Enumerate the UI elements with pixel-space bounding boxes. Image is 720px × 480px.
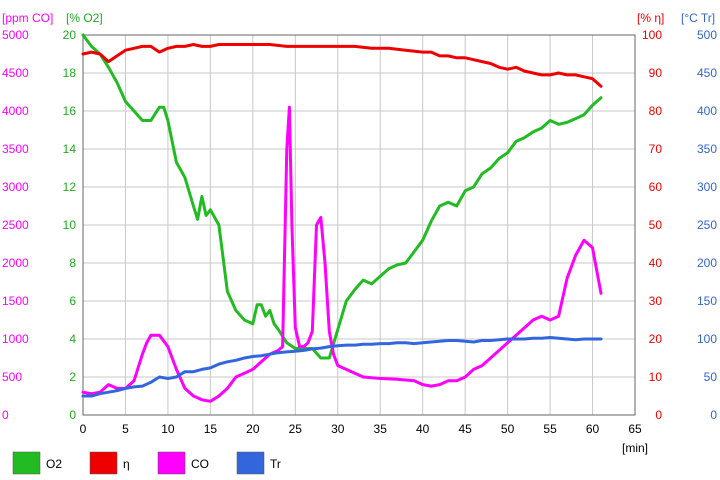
o2-tick-label: 14 (63, 142, 77, 156)
tr-tick-label: 200 (697, 256, 717, 270)
co-tick-label: 0 (2, 408, 9, 422)
x-tick-label: 60 (586, 422, 600, 436)
legend-label: Tr (270, 457, 281, 471)
legend-label: η (123, 457, 130, 471)
x-tick-label: 55 (543, 422, 557, 436)
eta-tick-label: 70 (649, 142, 663, 156)
legend-label: O2 (46, 457, 62, 471)
x-axis-label: [min] (622, 441, 648, 455)
legend-item: Tr (236, 451, 281, 475)
legend-swatch (12, 451, 41, 475)
plot-frame (82, 34, 636, 416)
o2-tick-label: 6 (69, 294, 76, 308)
x-tick-label: 10 (161, 422, 175, 436)
o2-tick-label: 20 (63, 28, 77, 42)
co-tick-label: 4500 (2, 66, 29, 80)
series-line-eta (81, 43, 603, 88)
o2-tick-label: 10 (63, 218, 77, 232)
x-tick-labels: 0 5 10 15 20 25 30 35 40 45 50 55 60 65 (80, 422, 642, 436)
legend-label: CO (191, 457, 209, 471)
legend-item: O2 (12, 451, 62, 475)
tr-tick-label: 0 (710, 408, 717, 422)
o2-tick-label: 16 (63, 104, 77, 118)
legend-item: η (89, 451, 130, 475)
tr-tick-label: 250 (697, 218, 717, 232)
co-tick-label: 5000 (2, 28, 29, 42)
o2-tick-label: 0 (69, 408, 76, 422)
tr-tick-label: 450 (697, 66, 717, 80)
eta-tick-label: 80 (649, 104, 663, 118)
eta-axis-label: [% η] (637, 11, 664, 25)
tr-axis-label: [°C Tr] (681, 11, 715, 25)
x-tick-label: 50 (501, 422, 515, 436)
eta-tick-label: 40 (649, 256, 663, 270)
series-line-o2 (81, 33, 603, 360)
tr-tick-label: 500 (697, 28, 717, 42)
x-tick-label: 40 (416, 422, 430, 436)
o2-axis-label: [% O2] (66, 11, 103, 25)
x-tick-label: 20 (246, 422, 260, 436)
tr-tick-label: 400 (697, 104, 717, 118)
series-lines (81, 33, 603, 403)
eta-tick-label: 50 (649, 218, 663, 232)
y-tick-labels: 0500100015002000250030003500400045005000… (2, 28, 717, 422)
legend-item: CO (157, 451, 209, 475)
x-tick-label: 5 (122, 422, 129, 436)
eta-tick-label: 30 (649, 294, 663, 308)
legend-swatch (157, 451, 186, 475)
series-line-co (81, 105, 603, 403)
o2-tick-label: 4 (69, 332, 76, 346)
co-tick-label: 2500 (2, 218, 29, 232)
co-tick-label: 3500 (2, 142, 29, 156)
x-tick-label: 65 (628, 422, 642, 436)
co-tick-label: 1000 (2, 332, 29, 346)
co-tick-label: 500 (2, 370, 22, 384)
tr-tick-label: 150 (697, 294, 717, 308)
grid (83, 35, 635, 415)
o2-tick-label: 12 (63, 180, 77, 194)
o2-tick-label: 18 (63, 66, 77, 80)
co-tick-label: 4000 (2, 104, 29, 118)
tr-tick-label: 300 (697, 180, 717, 194)
legend-swatch (89, 451, 118, 475)
eta-tick-label: 0 (655, 408, 662, 422)
x-tick-label: 15 (204, 422, 218, 436)
tr-tick-label: 50 (704, 370, 718, 384)
x-tick-label: 35 (374, 422, 388, 436)
legend-swatch (236, 451, 265, 475)
o2-tick-label: 2 (69, 370, 76, 384)
legend: O2 η CO Tr (12, 451, 281, 475)
x-tick-label: 30 (331, 422, 345, 436)
co-tick-label: 1500 (2, 294, 29, 308)
co-tick-label: 3000 (2, 180, 29, 194)
x-tick-label: 0 (80, 422, 87, 436)
eta-tick-label: 90 (649, 66, 663, 80)
eta-tick-label: 100 (642, 28, 662, 42)
x-tick-label: 45 (458, 422, 472, 436)
tr-tick-label: 350 (697, 142, 717, 156)
eta-tick-label: 10 (649, 370, 663, 384)
eta-tick-label: 60 (649, 180, 663, 194)
tr-tick-label: 100 (697, 332, 717, 346)
x-tick-label: 25 (289, 422, 303, 436)
co-tick-label: 2000 (2, 256, 29, 270)
series-line-tr (81, 336, 603, 398)
o2-tick-label: 8 (69, 256, 76, 270)
eta-tick-label: 20 (649, 332, 663, 346)
co-axis-label: [ppm CO] (2, 11, 53, 25)
